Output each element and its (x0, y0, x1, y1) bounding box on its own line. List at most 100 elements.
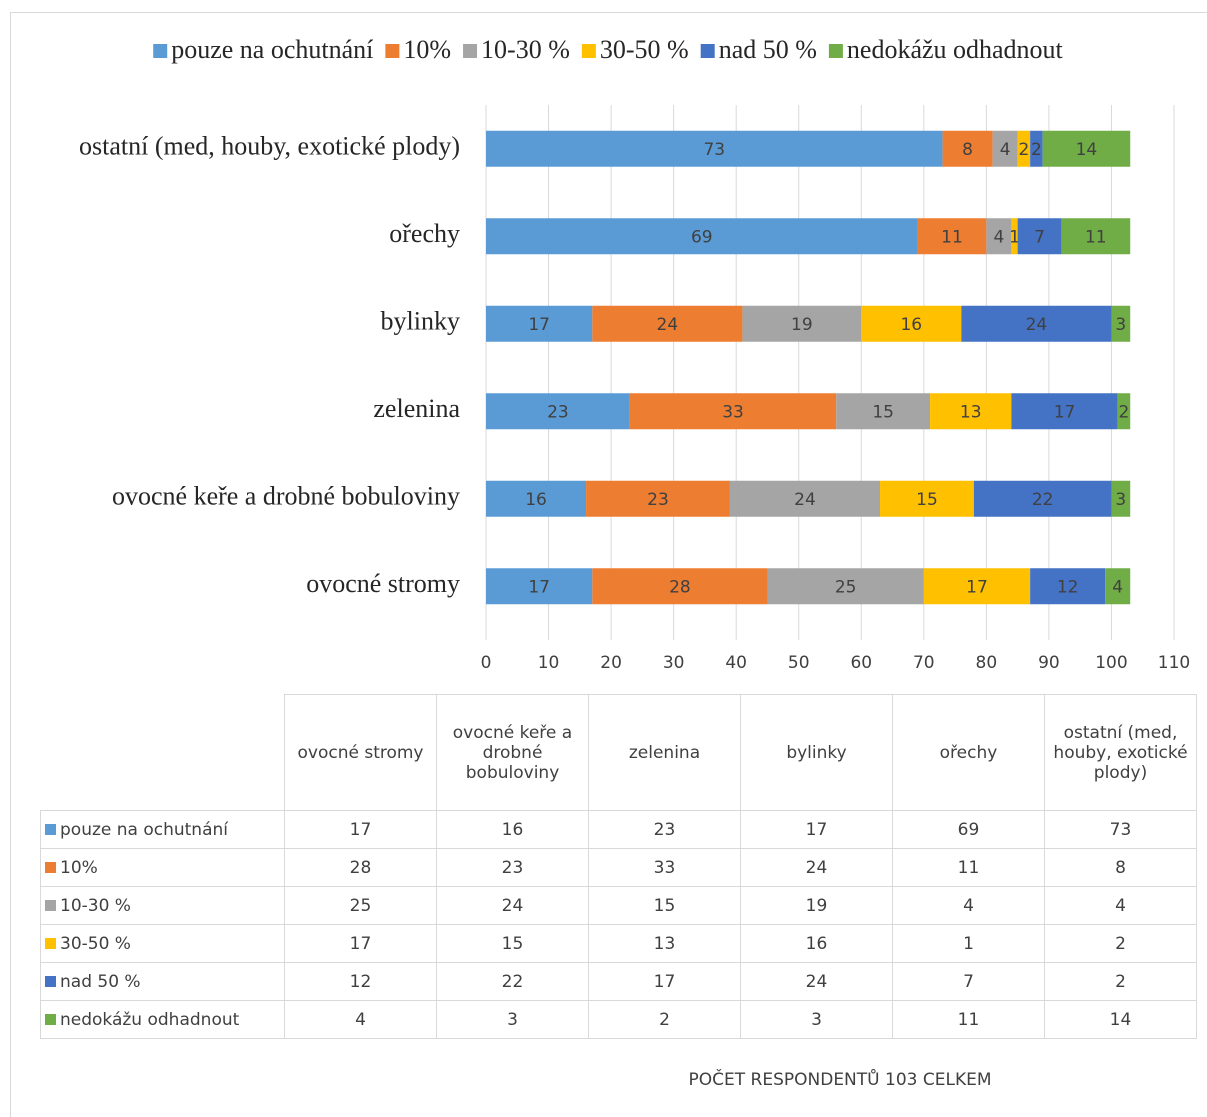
y-tick-label: ořechy (389, 219, 460, 248)
table-row: nedokážu odhadnout 4 3 2 3 11 14 (40, 1000, 1197, 1039)
data-label: 17 (966, 577, 988, 597)
data-label: 24 (1026, 315, 1048, 335)
data-label: 15 (916, 490, 938, 510)
row-label: pouze na ochutnání (60, 819, 228, 840)
bar-segment (986, 218, 1012, 255)
table-cell: 15 (588, 886, 741, 925)
table-cell: 24 (740, 848, 893, 887)
legend-label: 10% (403, 35, 451, 64)
legend-label: 10-30 % (481, 35, 570, 64)
bar-segment (1030, 568, 1106, 605)
table-cell: 4 (284, 1000, 437, 1039)
bar-segment (917, 218, 987, 255)
bar-segment (1111, 480, 1131, 517)
table-cell: 33 (588, 848, 741, 887)
table-cell: 14 (1044, 1000, 1197, 1039)
row-label: 10% (60, 857, 98, 878)
bar-segment (629, 393, 837, 430)
table-cell: 22 (436, 962, 589, 1001)
x-axis-title: POČET RESPONDENTŮ 103 CELKEM (689, 1068, 992, 1090)
bar-segment (1017, 130, 1031, 167)
legend-key (45, 861, 56, 873)
legend: pouze na ochutnání 10% 10-30 % 30-50 % nad 5… (153, 35, 1064, 64)
table-row: nad 50 % 12 22 17 24 7 2 (40, 962, 1197, 1001)
data-label: 13 (960, 402, 982, 422)
data-label: 23 (547, 402, 569, 422)
table-cell: 25 (284, 886, 437, 925)
table-cell: 17 (740, 810, 893, 849)
y-tick-label: zelenina (373, 394, 460, 423)
data-label: 25 (835, 577, 857, 597)
legend-key (153, 44, 168, 58)
row-label: nedokážu odhadnout (60, 1009, 240, 1030)
data-label: 23 (647, 490, 669, 510)
legend-key (45, 823, 56, 835)
legend-label: pouze na ochutnání (171, 35, 373, 64)
table-cell: 11 (892, 848, 1045, 887)
data-label: 11 (1085, 227, 1107, 247)
table-cell: 17 (588, 962, 741, 1001)
table-row: 10% 28 23 33 24 11 8 (40, 848, 1197, 887)
row-label: 10-30 % (60, 895, 131, 916)
y-tick-label: ovocné keře a drobné bobuloviny (112, 482, 460, 511)
bar-segment (486, 568, 593, 605)
table-cell: 2 (1044, 924, 1197, 963)
x-tick-label: 100 (1095, 653, 1127, 673)
column-header: ovocné stromy (284, 694, 437, 811)
row-label: nad 50 % (60, 971, 141, 992)
data-label: 24 (794, 490, 816, 510)
table-cell: 17 (284, 810, 437, 849)
corner-cell (40, 694, 285, 811)
bar-segment (880, 480, 974, 517)
bar-segment (486, 393, 630, 430)
bar-segment (992, 130, 1018, 167)
x-tick-label: 90 (1038, 653, 1060, 673)
legend-key (45, 937, 56, 949)
legend-key (581, 44, 596, 58)
table-cell: 1 (892, 924, 1045, 963)
row-header: 10% (40, 848, 285, 887)
table-cell: 73 (1044, 810, 1197, 849)
bar-segment (486, 130, 943, 167)
table-cell: 2 (1044, 962, 1197, 1001)
bar-segment (486, 480, 587, 517)
data-label: 17 (528, 577, 550, 597)
data-label: 22 (1032, 490, 1054, 510)
data-label: 7 (1034, 227, 1045, 247)
x-tick-label: 110 (1158, 653, 1190, 673)
x-tick-label: 50 (788, 653, 810, 673)
x-tick-label: 40 (725, 653, 747, 673)
x-tick-label: 70 (913, 653, 935, 673)
table-cell: 19 (740, 886, 893, 925)
bar-segment (930, 393, 1012, 430)
data-label: 14 (1076, 140, 1098, 160)
y-tick-label: bylinky (381, 307, 460, 336)
x-tick-label: 10 (538, 653, 560, 673)
data-label: 8 (962, 140, 973, 160)
table-cell: 4 (1044, 886, 1197, 925)
table-cell: 24 (436, 886, 589, 925)
table-cell: 7 (892, 962, 1045, 1001)
table-cell: 3 (436, 1000, 589, 1039)
y-tick-label: ostatní (med, houby, exotické plody) (79, 132, 460, 161)
bar-segment (592, 568, 768, 605)
bar-segment (1011, 393, 1118, 430)
bar-segment (486, 218, 918, 255)
table-cell: 15 (436, 924, 589, 963)
row-header: 10-30 % (40, 886, 285, 925)
legend-key (385, 44, 400, 58)
column-header: bylinky (740, 694, 893, 811)
data-label: 17 (1054, 402, 1076, 422)
data-label: 19 (791, 315, 813, 335)
bar-segment (486, 305, 593, 342)
x-tick-label: 20 (600, 653, 622, 673)
data-label: 12 (1057, 577, 1079, 597)
table-cell: 8 (1044, 848, 1197, 887)
bar-segment (1111, 305, 1131, 342)
data-label: 2 (1119, 402, 1130, 422)
table-cell: 4 (892, 886, 1045, 925)
table-cell: 11 (892, 1000, 1045, 1039)
row-header: nedokážu odhadnout (40, 1000, 285, 1039)
table-cell: 2 (588, 1000, 741, 1039)
